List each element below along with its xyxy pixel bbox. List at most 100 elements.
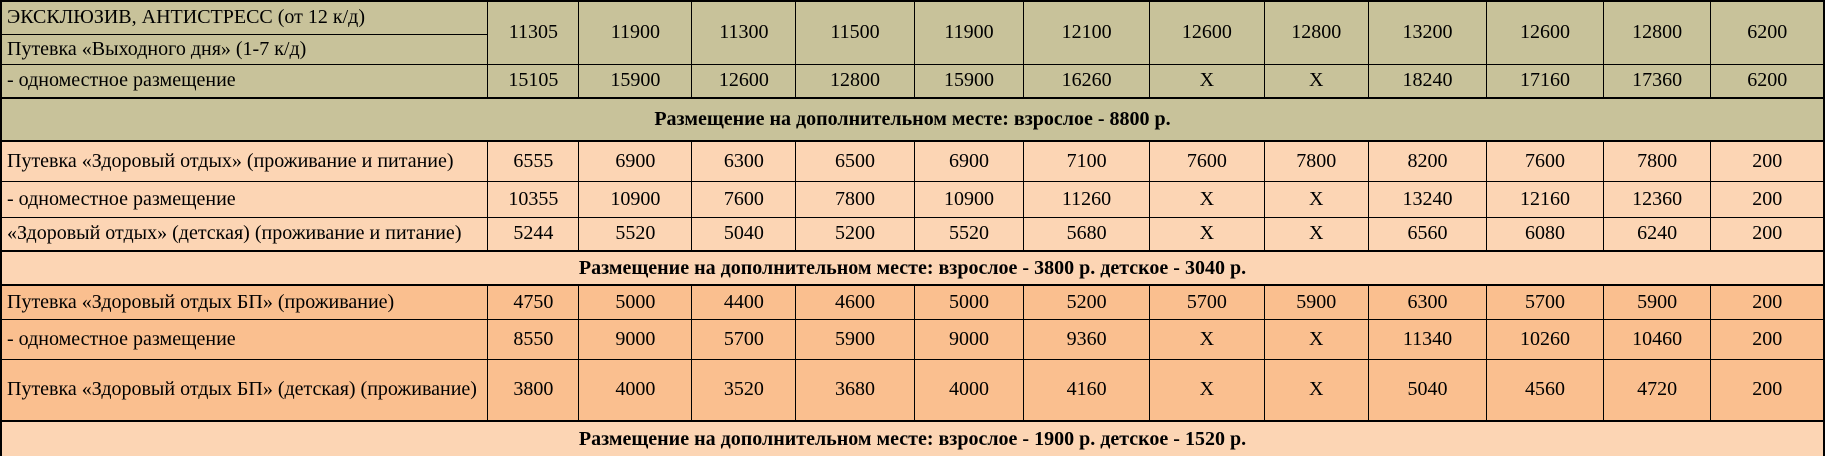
price-cell: X <box>1263 216 1369 252</box>
row-label: Путевка «Здоровый отдых» (проживание и п… <box>0 140 489 182</box>
price-cell: 7800 <box>795 180 915 218</box>
price-cell: X <box>1263 180 1369 218</box>
price-cell: 17160 <box>1486 63 1604 99</box>
price-cell: 11305 <box>487 0 580 65</box>
price-cell: 12800 <box>1602 0 1712 65</box>
price-cell: 4720 <box>1602 358 1712 422</box>
price-cell: 200 <box>1710 318 1825 360</box>
price-cell: 6500 <box>795 140 915 182</box>
price-cell: 10355 <box>487 180 580 218</box>
price-cell: 7800 <box>1263 140 1369 182</box>
price-cell: 6200 <box>1710 0 1825 65</box>
price-cell: X <box>1263 318 1369 360</box>
row-label: Путевка «Выходного дня» (1-7 к/д) <box>0 33 489 65</box>
price-cell: X <box>1148 358 1265 422</box>
price-cell: 4000 <box>578 358 693 422</box>
table-row: ЭКСКЛЮЗИВ, АНТИСТРЕСС (от 12 к/д) 11305 11… <box>0 0 1825 65</box>
band-note: Размещение на дополнительном месте: взро… <box>0 250 1825 286</box>
price-cell: 5000 <box>578 284 693 320</box>
price-cell: 12360 <box>1602 180 1712 218</box>
price-cell: 7100 <box>1023 140 1150 182</box>
price-cell: 7600 <box>691 180 797 218</box>
price-cell: 7800 <box>1602 140 1712 182</box>
price-cell: 200 <box>1710 358 1825 422</box>
price-cell: 6900 <box>578 140 693 182</box>
price-cell: 6300 <box>1367 284 1488 320</box>
price-cell: 5000 <box>913 284 1025 320</box>
price-cell: 5900 <box>1263 284 1369 320</box>
price-cell: 12100 <box>1023 0 1150 65</box>
price-cell: 9000 <box>578 318 693 360</box>
price-cell: 4750 <box>487 284 580 320</box>
price-cell: 5700 <box>1486 284 1604 320</box>
price-cell: 5700 <box>1148 284 1265 320</box>
price-cell: 5200 <box>1023 284 1150 320</box>
price-cell: 3800 <box>487 358 580 422</box>
price-cell: 8200 <box>1367 140 1488 182</box>
band-note: Размещение на дополнительном месте: взро… <box>0 97 1825 142</box>
band-row: Размещение на дополнительном месте: взро… <box>0 250 1825 286</box>
price-cell: 200 <box>1710 140 1825 182</box>
price-cell: 15900 <box>578 63 693 99</box>
price-cell: 3520 <box>691 358 797 422</box>
row-label: ЭКСКЛЮЗИВ, АНТИСТРЕСС (от 12 к/д) <box>0 0 489 35</box>
price-cell: 200 <box>1710 216 1825 252</box>
price-cell: 200 <box>1710 284 1825 320</box>
price-cell: 11340 <box>1367 318 1488 360</box>
price-cell: 7600 <box>1486 140 1604 182</box>
table-row: - одноместное размещение 15105 15900 12600 1… <box>0 63 1825 99</box>
table-row: - одноместное размещение 8550 9000 5700 5900… <box>0 318 1825 360</box>
price-cell: 6560 <box>1367 216 1488 252</box>
table-row: - одноместное размещение 10355 10900 7600 78… <box>0 180 1825 218</box>
table-row: Путевка «Здоровый отдых» (проживание и п… <box>0 140 1825 182</box>
price-cell: X <box>1263 358 1369 422</box>
price-cell: X <box>1148 216 1265 252</box>
table-row: Путевка «Выходного дня» (1-7 к/д) <box>0 33 1824 65</box>
price-cell: 8550 <box>487 318 580 360</box>
price-cell: 6240 <box>1602 216 1712 252</box>
price-cell: 5040 <box>1367 358 1488 422</box>
band-row: Размещение на дополнительном месте: взро… <box>0 420 1825 456</box>
price-cell: 4600 <box>795 284 915 320</box>
price-cell: 12800 <box>795 63 915 99</box>
price-cell: 3680 <box>795 358 915 422</box>
price-cell: 16260 <box>1023 63 1150 99</box>
price-cell: 4560 <box>1486 358 1604 422</box>
price-cell: 6555 <box>487 140 580 182</box>
price-cell: 7600 <box>1148 140 1265 182</box>
price-cell: X <box>1148 63 1265 99</box>
table-row: «Здоровый отдых» (детская) (проживание и… <box>0 216 1825 252</box>
price-cell: 10900 <box>913 180 1025 218</box>
price-cell: 10900 <box>578 180 693 218</box>
price-cell: 5244 <box>487 216 580 252</box>
price-cell: 5200 <box>795 216 915 252</box>
price-cell: 6300 <box>691 140 797 182</box>
price-cell: 11900 <box>578 0 693 65</box>
band-note: Размещение на дополнительном месте: взро… <box>0 420 1825 456</box>
price-cell: 10260 <box>1486 318 1604 360</box>
price-cell: 6200 <box>1710 63 1825 99</box>
price-cell: 12600 <box>1486 0 1604 65</box>
price-cell: 12600 <box>1148 0 1265 65</box>
price-cell: 5520 <box>578 216 693 252</box>
price-cell: 5040 <box>691 216 797 252</box>
row-label: Путевка «Здоровый отдых БП» (проживание) <box>0 284 489 320</box>
row-label: - одноместное размещение <box>0 180 489 218</box>
price-cell: X <box>1263 63 1369 99</box>
band-row: Размещение на дополнительном месте: взро… <box>0 97 1825 142</box>
price-cell: 200 <box>1710 180 1825 218</box>
price-cell: 4000 <box>913 358 1025 422</box>
price-cell: X <box>1148 318 1265 360</box>
price-cell: 13200 <box>1367 0 1488 65</box>
price-cell: 11260 <box>1023 180 1150 218</box>
table-row: Путевка «Здоровый отдых БП» (детская) (п… <box>0 358 1825 422</box>
price-cell: 5520 <box>913 216 1025 252</box>
price-cell: 4400 <box>691 284 797 320</box>
price-cell: 18240 <box>1367 63 1488 99</box>
row-label: - одноместное размещение <box>0 63 489 99</box>
price-cell: 5700 <box>691 318 797 360</box>
table-row: Путевка «Здоровый отдых БП» (проживание)… <box>0 284 1825 320</box>
